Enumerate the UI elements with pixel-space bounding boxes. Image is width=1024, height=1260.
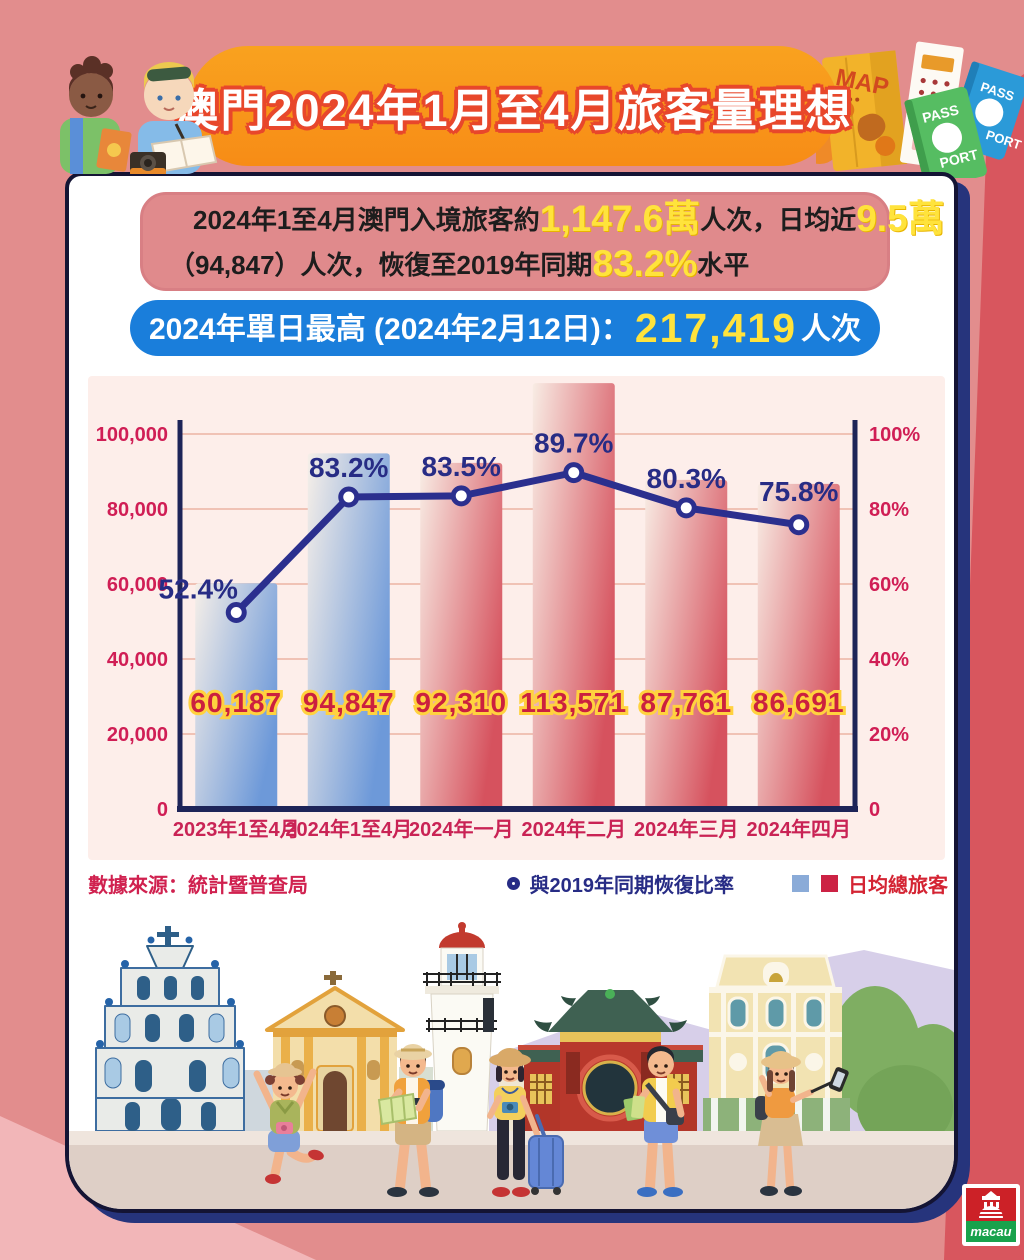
tourist-b-head: [144, 70, 194, 120]
svg-text:2024年四月: 2024年四月: [747, 817, 852, 841]
chart-legend: 與2019年同期恢復比率 日均總旅客: [506, 869, 948, 898]
svg-text:52.4%: 52.4%: [159, 574, 238, 605]
page-title: 澳門2024年1月至4月旅客量理想: [173, 84, 853, 136]
svg-text:100%: 100%: [869, 424, 920, 446]
svg-text:60,187: 60,187: [190, 687, 282, 718]
summary-highlight-total: 1,147.6萬: [539, 197, 701, 239]
summary-highlight-recovery: 83.2%: [592, 242, 698, 284]
svg-text:40%: 40%: [869, 649, 909, 671]
content-card: 2024年1至4月澳門入境旅客約1,147.6萬人次，日均近9.5萬 （94,8…: [65, 172, 958, 1213]
passport-icon: [96, 128, 132, 172]
svg-text:2023年1至4月: 2023年1至4月: [173, 817, 300, 841]
svg-text:80%: 80%: [869, 499, 909, 521]
svg-text:100,000: 100,000: [96, 424, 168, 446]
combo-chart: 100,000 100% 80,000 80% 60,000 60% 40,000 40% 20…: [96, 383, 920, 841]
passport-icon-green: PASS PORT: [904, 86, 987, 178]
ruins-of-st-pauls: [95, 926, 245, 1132]
svg-text:2024年三月: 2024年三月: [634, 817, 739, 841]
tourist-suitcase-woman: [487, 1048, 564, 1197]
svg-text:80.3%: 80.3%: [647, 463, 726, 494]
macau-tourism-logo: macau: [962, 1184, 1020, 1246]
summary-highlight-daily: 9.5萬: [856, 197, 945, 239]
tourists-couple-illustration: [60, 56, 218, 174]
svg-text:75.8%: 75.8%: [759, 476, 838, 507]
hair-puff: [83, 56, 101, 74]
tourist-yellow-jacket-boy: [623, 1046, 685, 1197]
eye: [80, 93, 86, 99]
svg-text:92,310: 92,310: [415, 687, 507, 718]
legend-line-label: 與2019年同期恢復比率: [529, 874, 735, 897]
railing: [423, 972, 501, 988]
line-marker-icon: [506, 876, 520, 890]
svg-text:2024年一月: 2024年一月: [409, 817, 514, 841]
svg-text:60%: 60%: [869, 574, 909, 596]
tourist-map-man: [377, 1044, 445, 1197]
summary-text: 人次，日均近: [700, 204, 857, 235]
red-bar-swatch: [821, 874, 838, 892]
bushes: [829, 986, 954, 1149]
svg-text:2024年二月: 2024年二月: [522, 817, 627, 841]
eye: [157, 95, 163, 101]
bag-strap: [70, 118, 83, 174]
guia-lighthouse: [423, 922, 501, 1132]
tourist-jumping-girl: [253, 1063, 324, 1184]
svg-text:20%: 20%: [869, 724, 909, 746]
summary-text: 水平: [697, 249, 750, 280]
eye: [97, 93, 103, 99]
pinnacles: [96, 936, 244, 1048]
sunglasses-icon: [147, 66, 191, 82]
svg-text:20,000: 20,000: [107, 724, 168, 746]
travel-items-illustration: MAP PASS PORT PASS PORT: [816, 41, 1024, 178]
svg-text:2024年1至4月: 2024年1至4月: [285, 817, 412, 841]
summary-text: 2024年1至4月澳門入境旅客約: [193, 204, 540, 235]
summary-text: （94,847）人次，恢復至2019年同期: [169, 249, 593, 280]
blue-bar-swatch: [792, 874, 809, 892]
svg-text:60,000: 60,000: [107, 574, 168, 596]
legend-bar-label: 日均總旅客: [848, 874, 948, 897]
peak-prefix: 2024年單日最高 (2024年2月12日)：: [148, 313, 631, 346]
map-icon: MAP: [822, 50, 908, 172]
svg-text:0: 0: [869, 799, 880, 821]
svg-text:86,691: 86,691: [753, 687, 845, 718]
macau-landmarks-illustration: [69, 922, 954, 1209]
camera-icon: [130, 152, 166, 174]
svg-text:40,000: 40,000: [107, 649, 168, 671]
svg-text:113,571: 113,571: [520, 687, 627, 718]
suitcase: [528, 1114, 564, 1195]
peak-suffix: 人次: [801, 313, 862, 346]
tourist-selfie-woman: [755, 1051, 849, 1196]
road-curb: [69, 1131, 954, 1145]
summary-card: 2024年1至4月澳門入境旅客約1,147.6萬人次，日均近9.5萬 （94,8…: [140, 192, 945, 291]
smile: [163, 107, 175, 111]
daily-peak-text: 2024年單日最高 (2024年2月12日)：217,419 人次: [149, 304, 861, 352]
macau-logo-text: macau: [970, 1224, 1011, 1239]
svg-text:89.7%: 89.7%: [534, 428, 613, 459]
svg-text:94,847: 94,847: [303, 687, 395, 718]
summary-line-2: （94,847）人次，恢復至2019年同期83.2%水平: [169, 242, 871, 287]
eye: [175, 95, 181, 101]
summary-line-1: 2024年1至4月澳門入境旅客約1,147.6萬人次，日均近9.5萬: [169, 197, 945, 242]
daily-peak-banner: 2024年單日最高 (2024年2月12日)：217,419 人次: [130, 300, 880, 356]
map-fold: [180, 139, 188, 168]
svg-text:83.2%: 83.2%: [309, 452, 388, 483]
chart-footer-row: 數據來源：統計暨普查局 與2019年同期恢復比率 日均總旅客: [88, 866, 948, 900]
chart-panel: 100,000 100% 80,000 80% 60,000 60% 40,000 40% 20…: [88, 376, 945, 860]
svg-text:80,000: 80,000: [107, 499, 168, 521]
svg-text:87,761: 87,761: [640, 687, 732, 718]
svg-text:0: 0: [157, 799, 168, 821]
peak-value: 217,419: [634, 305, 798, 351]
red-diagonal-band: [944, 74, 1024, 1260]
svg-text:83.5%: 83.5%: [422, 451, 501, 482]
tourist-a-head: [69, 73, 113, 117]
smile: [85, 105, 97, 109]
header-banner: 澳門2024年1月至4月旅客量理想: [173, 46, 851, 166]
source-note: 數據來源：統計暨普查局: [88, 874, 308, 897]
